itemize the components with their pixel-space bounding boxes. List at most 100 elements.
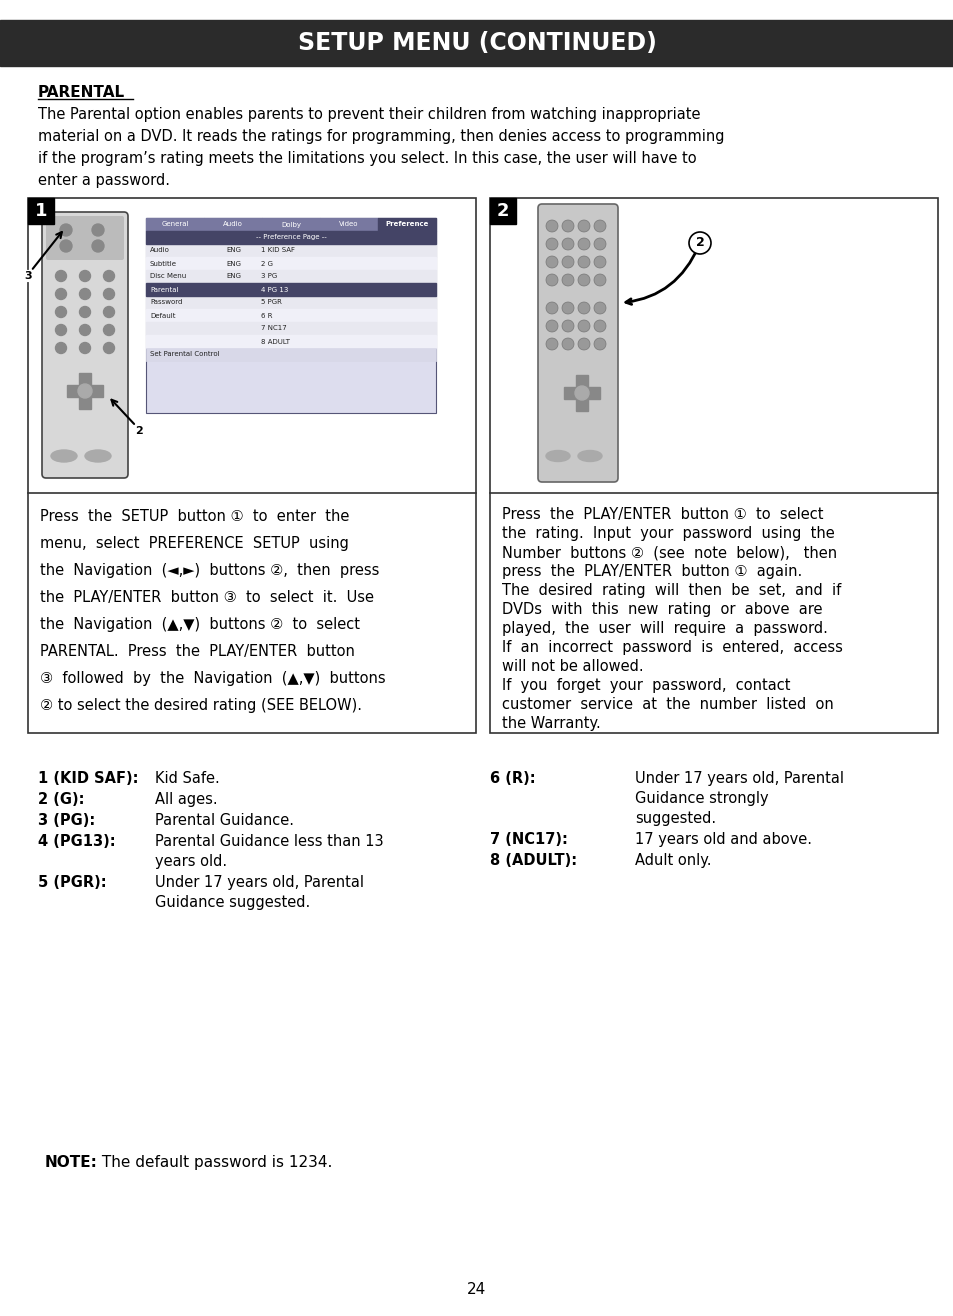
Text: ENG: ENG: [226, 274, 241, 279]
Text: 3 PG: 3 PG: [261, 274, 277, 279]
Circle shape: [55, 307, 67, 317]
FancyBboxPatch shape: [537, 204, 618, 482]
Circle shape: [561, 301, 574, 315]
Text: Default: Default: [150, 312, 175, 318]
Circle shape: [545, 338, 558, 350]
Circle shape: [561, 320, 574, 332]
Circle shape: [91, 240, 104, 251]
Text: Audio: Audio: [150, 247, 170, 254]
Circle shape: [103, 271, 114, 282]
Bar: [490, 197, 516, 224]
Text: played,  the  user  will  require  a  password.: played, the user will require a password…: [501, 621, 827, 636]
Text: will not be allowed.: will not be allowed.: [501, 659, 643, 674]
Bar: [146, 336, 436, 347]
Text: 2: 2: [135, 426, 143, 436]
Text: Press  the  PLAY/ENTER  button ①  to  select: Press the PLAY/ENTER button ① to select: [501, 507, 822, 522]
Bar: [146, 296, 436, 309]
Text: Number  buttons ②  (see  note  below),   then: Number buttons ② (see note below), then: [501, 545, 836, 561]
Text: 6 R: 6 R: [261, 312, 273, 318]
Text: Kid Safe.: Kid Safe.: [154, 771, 219, 786]
Circle shape: [545, 320, 558, 332]
Text: the  PLAY/ENTER  button ③  to  select  it.  Use: the PLAY/ENTER button ③ to select it. Us…: [40, 590, 374, 605]
Text: 1 (KID SAF):: 1 (KID SAF):: [38, 771, 138, 786]
Bar: [576, 375, 587, 411]
Text: Disc Menu: Disc Menu: [150, 274, 186, 279]
Bar: [563, 387, 599, 399]
Text: SETUP MENU (CONTINUED): SETUP MENU (CONTINUED): [297, 32, 656, 55]
Circle shape: [578, 338, 589, 350]
Ellipse shape: [578, 450, 601, 462]
Circle shape: [578, 238, 589, 250]
Circle shape: [545, 301, 558, 315]
Text: 5 PGR: 5 PGR: [261, 300, 281, 305]
Text: Parental: Parental: [150, 287, 178, 292]
Text: NOTE:: NOTE:: [45, 1155, 98, 1170]
Circle shape: [594, 220, 605, 232]
Circle shape: [561, 338, 574, 350]
Text: Parental Guidance less than 13: Parental Guidance less than 13: [154, 834, 383, 849]
Circle shape: [79, 342, 91, 354]
Circle shape: [594, 238, 605, 250]
Circle shape: [55, 325, 67, 336]
Circle shape: [561, 257, 574, 268]
Circle shape: [55, 342, 67, 354]
Text: 1: 1: [34, 201, 48, 220]
Text: If  you  forget  your  password,  contact: If you forget your password, contact: [501, 678, 790, 694]
Circle shape: [103, 342, 114, 354]
Bar: [67, 386, 103, 397]
Text: press  the  PLAY/ENTER  button ①  again.: press the PLAY/ENTER button ① again.: [501, 565, 801, 579]
Circle shape: [103, 307, 114, 317]
Bar: [204, 218, 262, 232]
Circle shape: [79, 271, 91, 282]
Bar: [319, 218, 377, 232]
Bar: [146, 322, 436, 336]
Bar: [0, 20, 953, 66]
Text: 5 (PGR):: 5 (PGR):: [38, 875, 107, 890]
Text: 24: 24: [467, 1283, 486, 1298]
Circle shape: [55, 271, 67, 282]
Text: the  Navigation  (▲,▼)  buttons ②  to  select: the Navigation (▲,▼) buttons ② to select: [40, 617, 359, 632]
Circle shape: [545, 257, 558, 268]
Bar: [146, 232, 436, 243]
Bar: [146, 257, 436, 270]
Text: Password: Password: [150, 300, 182, 305]
Ellipse shape: [85, 450, 111, 462]
Text: the Warranty.: the Warranty.: [501, 716, 600, 730]
Bar: [146, 283, 436, 296]
Circle shape: [545, 238, 558, 250]
Text: The  desired  rating  will  then  be  set,  and  if: The desired rating will then be set, and…: [501, 583, 841, 597]
Bar: [146, 218, 436, 413]
Circle shape: [594, 320, 605, 332]
Text: 7 (NC17):: 7 (NC17):: [490, 832, 567, 848]
Text: Subtitle: Subtitle: [150, 261, 177, 267]
Circle shape: [79, 288, 91, 300]
Text: if the program’s rating meets the limitations you select. In this case, the user: if the program’s rating meets the limita…: [38, 151, 696, 166]
Text: years old.: years old.: [154, 854, 227, 869]
Text: All ages.: All ages.: [154, 792, 217, 807]
Text: General: General: [161, 221, 189, 228]
Text: ③  followed  by  the  Navigation  (▲,▼)  buttons: ③ followed by the Navigation (▲,▼) butto…: [40, 671, 385, 686]
Text: Press  the  SETUP  button ①  to  enter  the: Press the SETUP button ① to enter the: [40, 509, 349, 524]
Bar: [146, 309, 436, 322]
Text: The default password is 1234.: The default password is 1234.: [97, 1155, 332, 1170]
Bar: [79, 372, 91, 409]
Bar: [262, 218, 319, 232]
Text: 2: 2: [695, 237, 703, 250]
Text: 7 NC17: 7 NC17: [261, 325, 287, 332]
Circle shape: [60, 240, 71, 251]
Bar: [28, 197, 476, 733]
Text: The Parental option enables parents to prevent their children from watching inap: The Parental option enables parents to p…: [38, 107, 700, 122]
Circle shape: [55, 288, 67, 300]
Circle shape: [688, 232, 710, 254]
Text: Under 17 years old, Parental: Under 17 years old, Parental: [154, 875, 364, 890]
Text: Adult only.: Adult only.: [635, 853, 711, 869]
Text: Guidance suggested.: Guidance suggested.: [154, 895, 310, 909]
Bar: [377, 218, 436, 232]
Circle shape: [578, 320, 589, 332]
Circle shape: [561, 274, 574, 286]
Text: 3 (PG):: 3 (PG):: [38, 813, 95, 828]
Text: the  rating.  Input  your  password  using  the: the rating. Input your password using th…: [501, 526, 834, 541]
Text: 2: 2: [497, 201, 509, 220]
Text: Audio: Audio: [223, 221, 243, 228]
Text: 4 (PG13):: 4 (PG13):: [38, 834, 115, 849]
